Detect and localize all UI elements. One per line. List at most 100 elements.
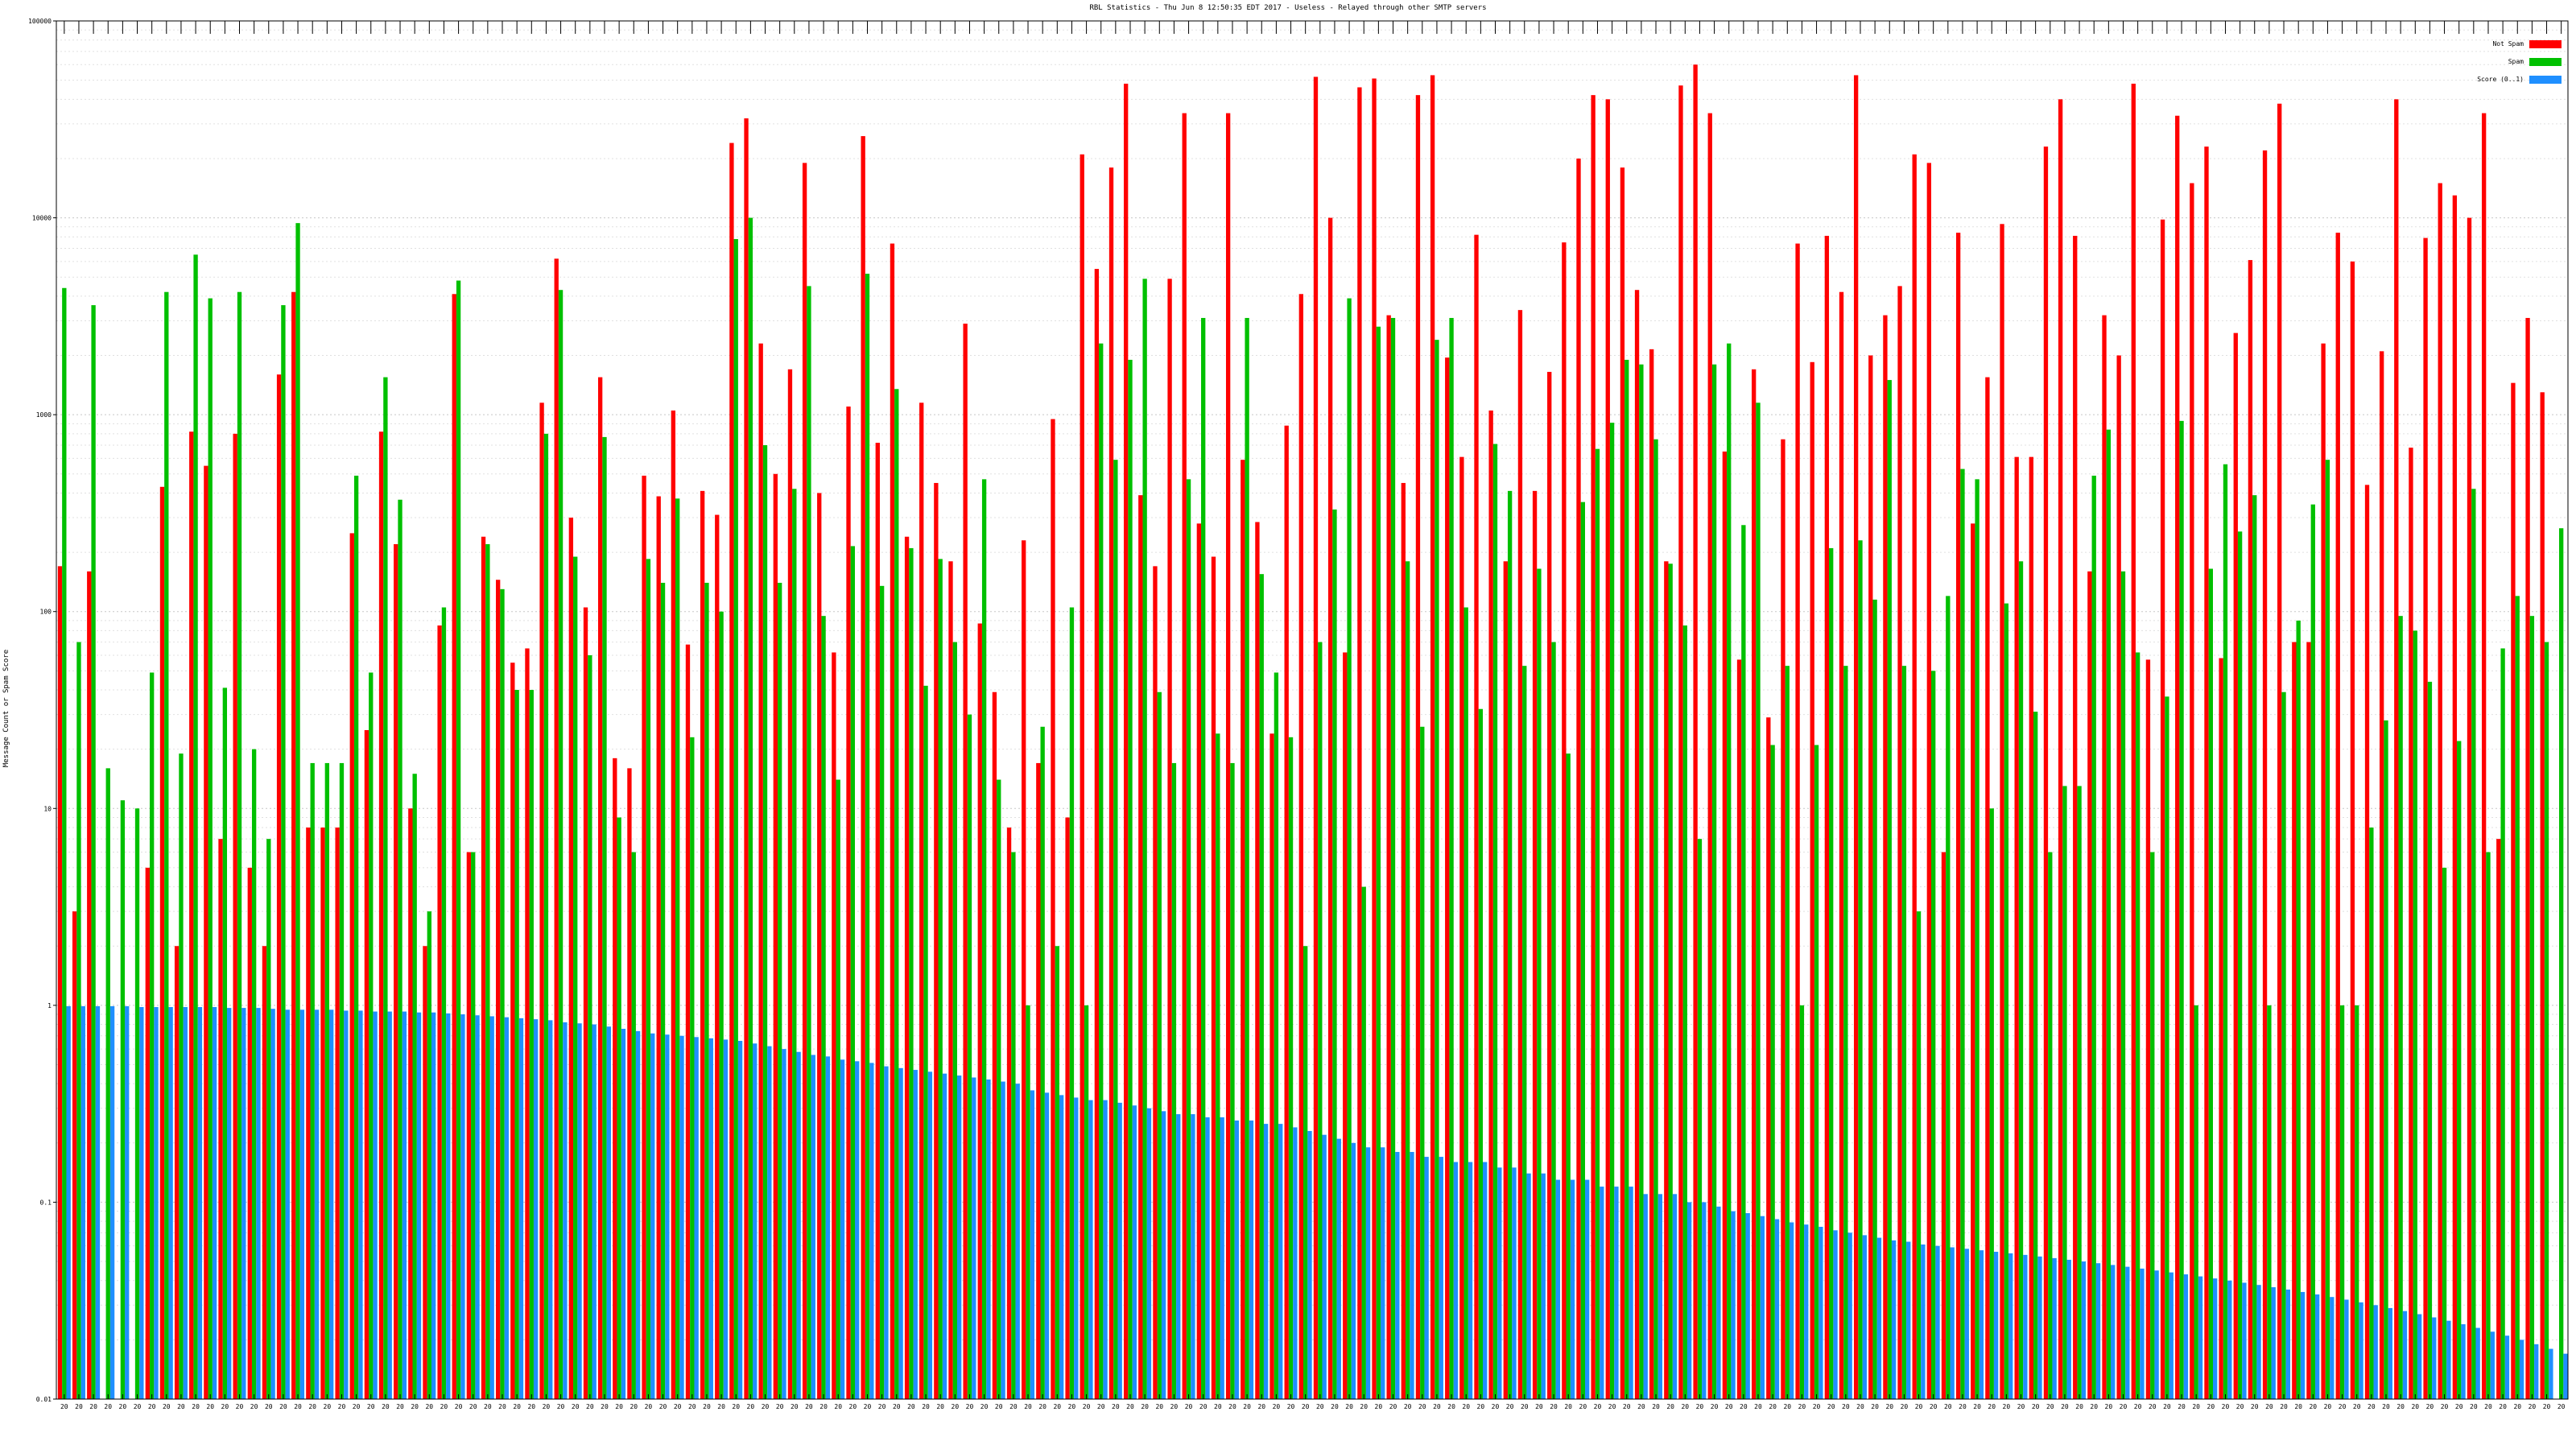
bar-score (1001, 1081, 1005, 1399)
bar-score (708, 1038, 713, 1399)
bar-score (2023, 1254, 2028, 1399)
bar-score (942, 1073, 947, 1399)
bar-score (1483, 1162, 1488, 1399)
legend-swatch (2529, 76, 2562, 84)
y-tick-label: 10000 (32, 215, 52, 222)
bar-score (2359, 1302, 2363, 1399)
x-tick-label: 20 (645, 1403, 653, 1410)
bar-spam (1216, 733, 1220, 1399)
bar-not-spam (1547, 371, 1552, 1399)
x-tick-label: 20 (2324, 1403, 2332, 1410)
bar-score (840, 1059, 845, 1399)
x-tick-label: 20 (1973, 1403, 1981, 1410)
y-tick-label: 100000 (28, 18, 52, 25)
bar-not-spam (832, 652, 836, 1399)
bar-not-spam (496, 580, 501, 1399)
bar-not-spam (2481, 113, 2487, 1399)
bar-spam (2179, 420, 2184, 1399)
bar-spam (543, 433, 549, 1400)
bar-not-spam (189, 431, 194, 1400)
bar-score (898, 1067, 903, 1399)
x-tick-label: 20 (864, 1403, 872, 1410)
x-tick-label: 20 (1375, 1403, 1383, 1410)
bar-not-spam (2219, 658, 2223, 1399)
bar-spam (441, 607, 447, 1399)
bar-spam (2004, 603, 2009, 1399)
legend-label: Spam (2508, 58, 2524, 65)
bar-score (2388, 1307, 2393, 1399)
bar-not-spam (1343, 652, 1348, 1399)
bar-spam (105, 768, 110, 1399)
x-tick-label: 20 (89, 1403, 97, 1410)
bar-spam (1551, 642, 1556, 1399)
x-tick-label: 20 (1199, 1403, 1208, 1410)
bar-score (270, 1009, 275, 1399)
bar-not-spam (2087, 571, 2092, 1399)
bar-not-spam (2277, 103, 2282, 1399)
bar-spam (1405, 561, 1410, 1399)
bar-spam (923, 685, 928, 1399)
x-tick-label: 20 (1740, 1403, 1748, 1410)
bar-spam (1595, 448, 1600, 1400)
bar-score (606, 1026, 611, 1399)
bar-spam (1580, 502, 1585, 1399)
bar-spam (500, 588, 505, 1399)
bar-score (80, 1005, 85, 1399)
x-tick-label: 20 (338, 1403, 346, 1410)
bar-score (1833, 1230, 1838, 1399)
bar-spam (1376, 326, 1381, 1400)
bar-score (1804, 1224, 1809, 1399)
bar-score (1220, 1117, 1224, 1399)
bar-score (825, 1056, 831, 1399)
x-tick-label: 20 (717, 1403, 725, 1410)
bar-not-spam (349, 533, 354, 1399)
x-tick-label: 20 (1988, 1403, 1996, 1410)
x-tick-label: 20 (805, 1403, 813, 1410)
bar-score (1307, 1130, 1312, 1399)
bar-score (2300, 1291, 2306, 1399)
bar-spam (2237, 531, 2243, 1400)
x-axis: 20 20 20 20 20 20 20 20 20 20 20 20 20 20 20 20 20 20 20 20… (60, 21, 2566, 1410)
bar-score (1964, 1249, 1969, 1399)
x-tick-label: 20 (2382, 1403, 2390, 1410)
bar-score (197, 1007, 203, 1399)
bar-not-spam (1941, 852, 1946, 1399)
x-tick-label: 20 (819, 1403, 828, 1410)
bar-spam (529, 690, 534, 1399)
bar-spam (952, 642, 957, 1399)
bar-score (1161, 1111, 1166, 1399)
x-tick-label: 20 (1389, 1403, 1397, 1410)
bar-spam (981, 479, 987, 1399)
bar-score (2227, 1280, 2232, 1399)
bar-not-spam (597, 377, 603, 1400)
x-tick-label: 20 (353, 1403, 361, 1410)
bar-spam (2223, 464, 2228, 1399)
bar-not-spam (1313, 76, 1319, 1399)
bar-not-spam (744, 118, 749, 1400)
x-tick-label: 20 (1506, 1403, 1514, 1410)
bar-spam (2296, 620, 2301, 1399)
bar-spam (1682, 625, 1687, 1399)
bar-score (328, 1009, 334, 1399)
x-tick-label: 20 (2513, 1403, 2521, 1410)
bar-not-spam (2335, 233, 2340, 1399)
bar-score (504, 1017, 510, 1399)
x-tick-label: 20 (2353, 1403, 2361, 1410)
x-tick-label: 20 (1404, 1403, 1412, 1410)
bar-score (66, 1005, 71, 1399)
bar-not-spam (2131, 83, 2136, 1400)
bar-spam (1259, 574, 1264, 1400)
x-tick-label: 20 (907, 1403, 915, 1410)
bar-score (475, 1015, 480, 1399)
bar-score (2534, 1344, 2539, 1399)
bar-spam (134, 808, 140, 1399)
bar-spam (2515, 596, 2520, 1399)
x-tick-label: 20 (1594, 1403, 1602, 1410)
x-tick-label: 20 (1871, 1403, 1879, 1410)
bar-spam (2369, 827, 2374, 1399)
bar-score (1351, 1142, 1356, 1399)
bar-score (446, 1013, 451, 1399)
x-tick-label: 20 (324, 1403, 332, 1410)
bar-not-spam (2043, 147, 2049, 1399)
x-tick-label: 20 (1345, 1403, 1353, 1410)
